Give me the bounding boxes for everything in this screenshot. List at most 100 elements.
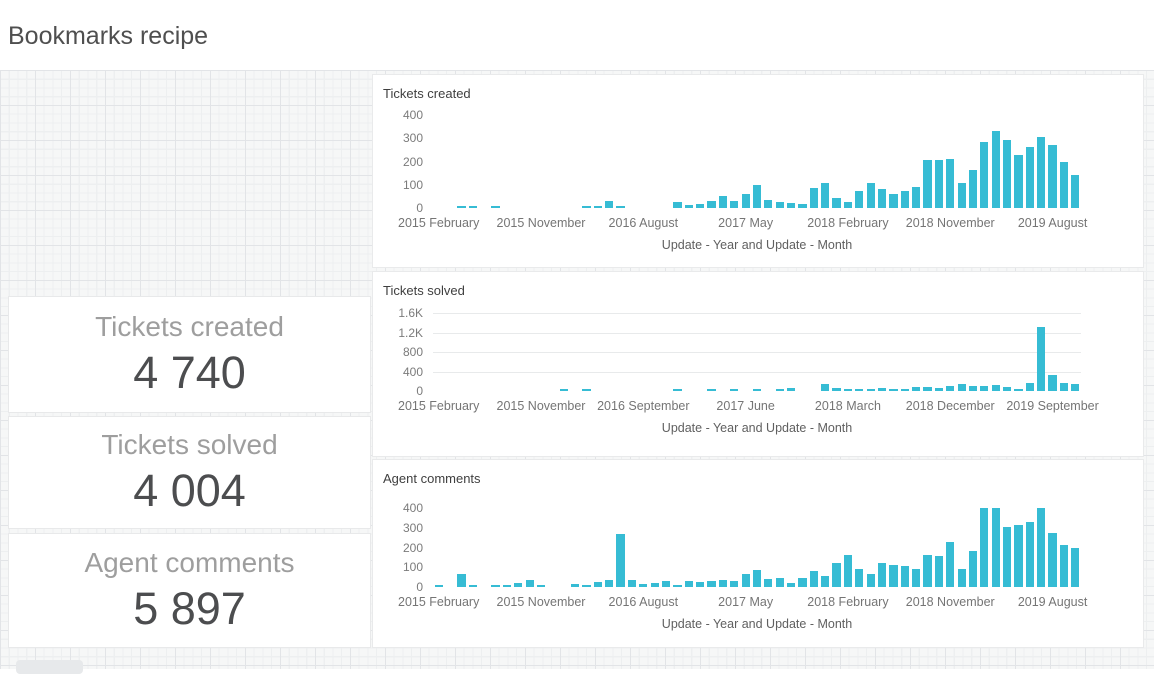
bar[interactable] (787, 583, 796, 587)
bar[interactable] (1048, 374, 1057, 391)
bar[interactable] (832, 198, 841, 208)
bar[interactable] (536, 585, 546, 587)
kpi-card-tickets-solved[interactable]: Tickets solved 4 004 (8, 416, 371, 529)
bar[interactable] (946, 159, 955, 208)
plot-area[interactable] (433, 313, 1081, 391)
bar[interactable] (752, 184, 762, 208)
bar[interactable] (582, 389, 591, 391)
bar[interactable] (514, 582, 523, 587)
bar[interactable] (650, 583, 659, 587)
bar[interactable] (957, 183, 966, 208)
bar[interactable] (616, 206, 625, 208)
bar[interactable] (1037, 507, 1046, 587)
bar[interactable] (1014, 388, 1023, 391)
bar[interactable] (491, 206, 500, 208)
bar[interactable] (661, 581, 671, 587)
bar[interactable] (752, 569, 762, 587)
bar[interactable] (946, 385, 955, 391)
bar[interactable] (559, 389, 568, 391)
bar[interactable] (1025, 383, 1034, 391)
bar[interactable] (468, 206, 477, 208)
bar[interactable] (809, 571, 818, 587)
bar[interactable] (980, 386, 989, 391)
bar[interactable] (673, 201, 682, 208)
bar[interactable] (1059, 544, 1069, 587)
bar[interactable] (866, 182, 875, 208)
bar[interactable] (775, 202, 784, 208)
bar[interactable] (775, 389, 784, 391)
bar[interactable] (502, 585, 511, 587)
bar[interactable] (1003, 387, 1012, 391)
bar[interactable] (684, 204, 693, 208)
bar[interactable] (491, 584, 500, 587)
bar[interactable] (957, 569, 966, 587)
bar[interactable] (1014, 155, 1023, 208)
bar[interactable] (798, 578, 807, 587)
bar[interactable] (1059, 382, 1069, 391)
bar[interactable] (900, 389, 909, 391)
bar[interactable] (673, 585, 682, 587)
bar[interactable] (866, 573, 875, 587)
bar[interactable] (821, 383, 830, 391)
chart-tickets-created[interactable]: Tickets created 2015 February 2015 Novemb… (372, 74, 1144, 268)
bar[interactable] (752, 389, 762, 391)
bar[interactable] (741, 573, 750, 587)
bar[interactable] (696, 204, 705, 208)
bar[interactable] (912, 387, 921, 391)
bar[interactable] (923, 160, 932, 208)
bar[interactable] (707, 581, 716, 587)
bar[interactable] (1071, 384, 1080, 391)
bar[interactable] (980, 508, 989, 587)
bar[interactable] (855, 569, 864, 587)
bar[interactable] (1071, 175, 1080, 208)
bar[interactable] (1059, 161, 1069, 208)
bar[interactable] (593, 582, 602, 587)
bar[interactable] (991, 384, 1000, 391)
bar[interactable] (821, 575, 830, 587)
bar[interactable] (707, 200, 716, 208)
bar[interactable] (616, 533, 625, 587)
bar[interactable] (798, 204, 807, 208)
bar[interactable] (764, 199, 773, 208)
bar[interactable] (525, 580, 534, 587)
bar[interactable] (900, 190, 909, 208)
bar[interactable] (627, 579, 637, 587)
bar[interactable] (468, 585, 477, 587)
bar[interactable] (900, 566, 909, 587)
bar[interactable] (934, 556, 943, 587)
bar[interactable] (639, 584, 648, 587)
bar[interactable] (843, 201, 853, 208)
bar[interactable] (684, 581, 693, 587)
bar[interactable] (866, 389, 875, 391)
bar[interactable] (957, 383, 966, 391)
bar[interactable] (912, 187, 921, 208)
bar[interactable] (1037, 136, 1046, 208)
bar[interactable] (991, 508, 1000, 587)
bar[interactable] (1003, 526, 1012, 587)
bar[interactable] (718, 196, 727, 208)
bar[interactable] (730, 388, 739, 391)
bar[interactable] (832, 562, 841, 587)
bar[interactable] (877, 189, 887, 208)
bar[interactable] (1014, 525, 1023, 587)
bar[interactable] (730, 581, 739, 587)
kpi-card-agent-comments[interactable]: Agent comments 5 897 (8, 533, 371, 648)
bar[interactable] (1048, 145, 1057, 208)
bar[interactable] (1025, 522, 1034, 587)
chart-tickets-solved[interactable]: Tickets solved 2015 February 2015 Novembe… (372, 271, 1144, 457)
bar[interactable] (855, 389, 864, 391)
bar[interactable] (843, 389, 853, 391)
bar[interactable] (775, 577, 784, 587)
bar[interactable] (605, 580, 614, 587)
bar[interactable] (877, 562, 887, 587)
chart-agent-comments[interactable]: Agent comments 2015 February 2015 Novembe… (372, 459, 1144, 648)
bar[interactable] (764, 579, 773, 587)
bar[interactable] (968, 551, 978, 587)
bar[interactable] (1071, 548, 1080, 587)
bar[interactable] (787, 388, 796, 391)
bar[interactable] (707, 389, 716, 391)
bar[interactable] (1003, 140, 1012, 208)
bar[interactable] (912, 569, 921, 587)
bar[interactable] (787, 202, 796, 208)
bar[interactable] (934, 159, 943, 208)
